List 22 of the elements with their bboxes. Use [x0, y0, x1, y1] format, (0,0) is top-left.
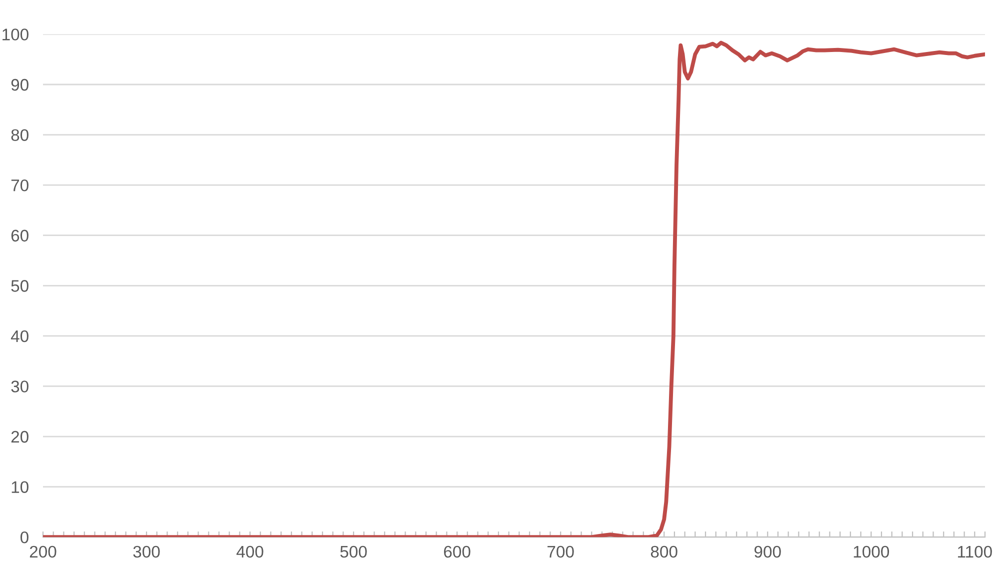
x-tick-label: 500	[340, 546, 367, 558]
x-tick-label: 200	[30, 546, 56, 558]
y-tick-label: 70	[11, 179, 28, 192]
y-tick-label: 90	[11, 78, 28, 91]
y-tick-label: 20	[11, 430, 28, 443]
x-tick-label: 800	[650, 546, 678, 558]
y-tick-label: 10	[12, 481, 28, 493]
x-tick-label: 300	[133, 546, 160, 558]
y-tick-label: 80	[11, 129, 28, 141]
x-tick-label: 400	[236, 546, 264, 558]
x-tick-label: 700	[548, 546, 574, 558]
y-tick-label: 30	[11, 380, 28, 392]
y-tick-label: 60	[11, 230, 28, 242]
y-tick-label: 100	[2, 28, 28, 40]
y-tick-label: 40	[10, 330, 28, 342]
y-tick-label: 50	[11, 280, 28, 292]
y-tick-label: 0	[20, 531, 28, 544]
x-tick-label: 1000	[854, 546, 890, 558]
x-tick-label: 1100	[958, 546, 992, 558]
x-tick-label: 900	[754, 546, 781, 558]
x-tick-label: 600	[444, 546, 470, 558]
line-series	[43, 40, 985, 538]
